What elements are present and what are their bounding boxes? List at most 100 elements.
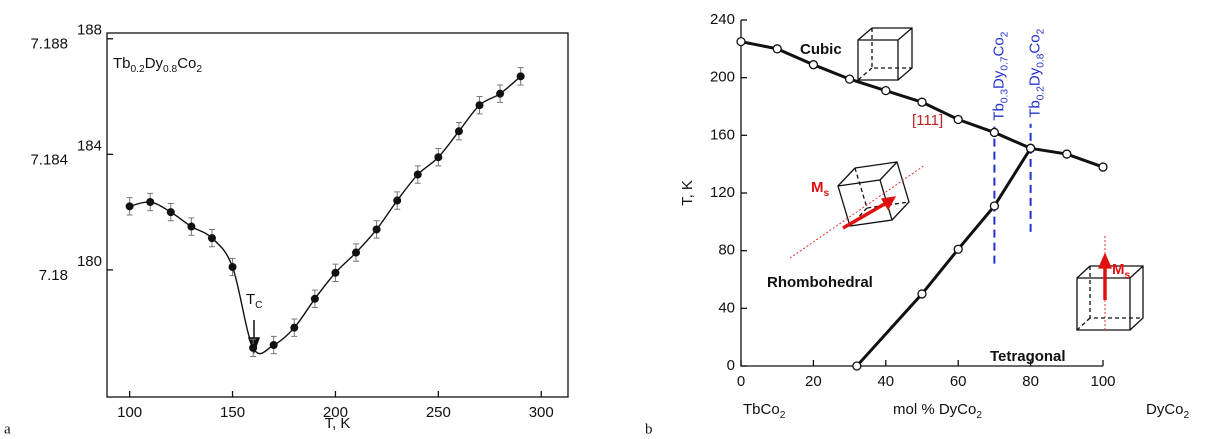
data-point bbox=[881, 85, 891, 96]
x-axis-label: DyCo2 bbox=[1146, 401, 1190, 421]
annotation: Ms bbox=[1112, 261, 1131, 281]
composition-label-part: Co bbox=[1027, 34, 1044, 53]
annotation: Ms bbox=[811, 179, 830, 199]
composition-label: Tb0.2Dy0.8Co2 bbox=[1027, 28, 1047, 117]
y-tick-label: 80 bbox=[718, 242, 735, 259]
data-point bbox=[187, 222, 196, 231]
data-point bbox=[249, 343, 258, 352]
y2-tick-label: 7.184 bbox=[30, 151, 68, 168]
y2-tick-label: 7.188 bbox=[30, 36, 68, 53]
x-axis-label-part: TbCo bbox=[743, 401, 780, 418]
annotation-part: Cubic bbox=[800, 41, 842, 58]
tc-label-part: T bbox=[246, 291, 255, 308]
data-point bbox=[475, 101, 484, 110]
data-point bbox=[953, 244, 963, 254]
y-axis-label: T, K bbox=[679, 180, 696, 206]
data-point bbox=[146, 198, 155, 206]
tetragonal-icon bbox=[1076, 236, 1144, 332]
data-point bbox=[1098, 162, 1108, 172]
composition-label: Tb0.3Dy0.7Co2 bbox=[990, 31, 1010, 120]
composition-label-part: Co bbox=[990, 37, 1007, 56]
data-point bbox=[808, 60, 819, 70]
chart-title-part: Co bbox=[177, 55, 196, 72]
composition-label-part: Tb bbox=[990, 103, 1007, 121]
x-axis-label-part: mol % DyCo bbox=[893, 401, 976, 418]
x-tick-label: 200 bbox=[323, 404, 348, 421]
chart-title-part: Dy bbox=[145, 55, 164, 72]
annotation-part: s bbox=[824, 188, 830, 199]
x-axis-label-part: 2 bbox=[1184, 410, 1190, 421]
tc-label: TC bbox=[246, 291, 263, 311]
data-point bbox=[1062, 149, 1072, 159]
y-tick-label: 200 bbox=[710, 69, 735, 86]
x-tick-label: 250 bbox=[426, 404, 451, 421]
data-point bbox=[393, 196, 402, 205]
plot-frame bbox=[106, 32, 569, 398]
annotation-part: Tetragonal bbox=[990, 348, 1066, 365]
data-point bbox=[989, 201, 1000, 211]
fit-curve bbox=[129, 75, 522, 355]
data-point bbox=[852, 361, 862, 371]
x-tick-label: 80 bbox=[1022, 373, 1039, 390]
data-point bbox=[331, 268, 340, 277]
panel-label: a bbox=[4, 421, 11, 437]
x-axis-label: T, K bbox=[325, 415, 351, 432]
composition-label-part: 2 bbox=[1036, 28, 1047, 34]
tc-label-part: C bbox=[255, 300, 262, 311]
x-tick-label: 20 bbox=[805, 373, 822, 390]
data-point bbox=[844, 74, 855, 84]
data-point bbox=[207, 234, 216, 243]
y-tick-label: 188 bbox=[77, 22, 102, 39]
x-axis-label-part: 2 bbox=[976, 410, 982, 421]
data-point bbox=[290, 323, 299, 332]
annotation: Cubic bbox=[800, 41, 842, 58]
composition-label-part: 0.2 bbox=[1036, 86, 1047, 100]
annotation: Rhombohedral bbox=[767, 274, 873, 291]
data-point bbox=[516, 72, 525, 81]
annotation: [111] bbox=[912, 112, 943, 129]
x-tick-label: 300 bbox=[529, 404, 554, 421]
composition-label-part: Tb bbox=[1027, 100, 1044, 118]
y-tick-label: 0 bbox=[727, 357, 735, 374]
x-tick-label: 0 bbox=[737, 373, 745, 390]
data-point bbox=[434, 153, 443, 162]
annotation-part: M bbox=[1112, 261, 1125, 278]
y-tick-label: 160 bbox=[710, 126, 735, 143]
data-point bbox=[269, 341, 278, 349]
data-point bbox=[454, 127, 463, 136]
y2-tick-label: 7.18 bbox=[39, 267, 68, 284]
y-tick-label: 120 bbox=[710, 184, 735, 201]
data-point bbox=[917, 97, 927, 107]
chart-title: Tb0.2Dy0.8Co2 bbox=[113, 55, 202, 75]
y-tick-label: 240 bbox=[710, 11, 735, 28]
data-point bbox=[413, 170, 422, 179]
annotation: Tetragonal bbox=[990, 348, 1066, 365]
phase-boundary bbox=[855, 147, 1032, 368]
data-point bbox=[953, 114, 963, 125]
y-tick-label: 184 bbox=[77, 137, 102, 154]
data-point bbox=[372, 225, 381, 234]
x-axis-label-part: DyCo bbox=[1146, 401, 1184, 418]
x-tick-label: 60 bbox=[950, 373, 967, 390]
data-point bbox=[352, 248, 361, 257]
data-point bbox=[496, 89, 505, 98]
composition-label-part: 0.3 bbox=[1000, 89, 1011, 103]
y-tick-label: 180 bbox=[77, 253, 102, 270]
x-axis-label: mol % DyCo2 bbox=[893, 401, 982, 421]
chart-title-part: Tb bbox=[113, 55, 131, 72]
panel-label: b bbox=[645, 421, 653, 437]
chart-title-part: 0.8 bbox=[163, 64, 177, 75]
annotation-part: [111] bbox=[912, 112, 943, 129]
annotation-part: M bbox=[811, 179, 824, 196]
y-tick-label: 40 bbox=[718, 299, 735, 316]
x-tick-label: 150 bbox=[220, 404, 245, 421]
x-tick-label: 100 bbox=[1090, 373, 1115, 390]
composition-label-part: 0.7 bbox=[1000, 56, 1011, 70]
data-point bbox=[1025, 143, 1036, 153]
data-point bbox=[736, 36, 746, 47]
axes bbox=[740, 20, 1103, 367]
cubic-icon bbox=[857, 27, 913, 81]
annotation-part: s bbox=[1125, 270, 1131, 281]
data-point bbox=[917, 289, 927, 299]
composition-label-part: 0.8 bbox=[1036, 53, 1047, 67]
